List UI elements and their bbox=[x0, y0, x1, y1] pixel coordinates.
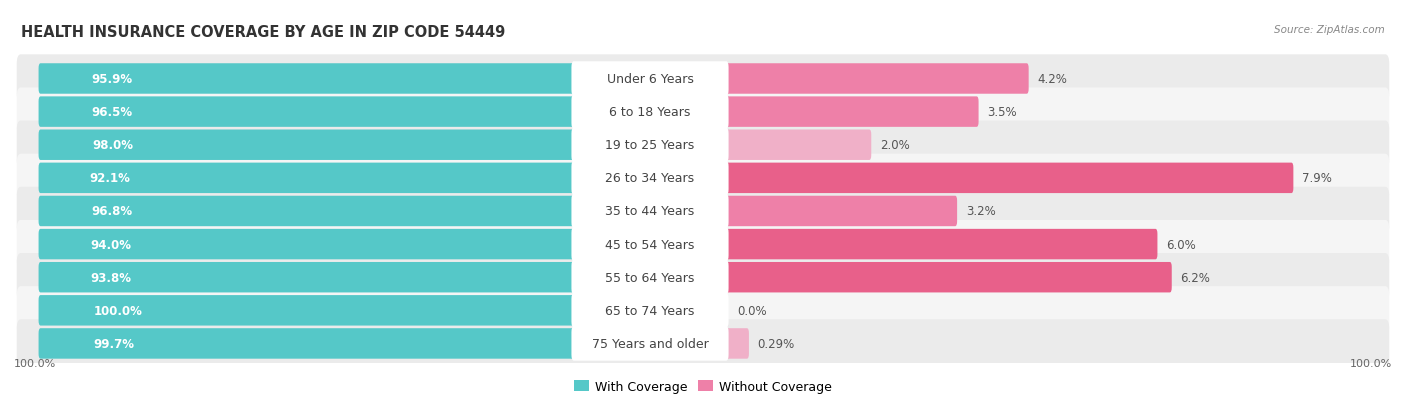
FancyBboxPatch shape bbox=[38, 295, 652, 326]
Text: 4.2%: 4.2% bbox=[1038, 73, 1067, 86]
Text: 65 to 74 Years: 65 to 74 Years bbox=[606, 304, 695, 317]
Text: 93.8%: 93.8% bbox=[90, 271, 131, 284]
Text: 3.2%: 3.2% bbox=[966, 205, 995, 218]
FancyBboxPatch shape bbox=[38, 163, 603, 194]
FancyBboxPatch shape bbox=[17, 254, 1389, 301]
FancyBboxPatch shape bbox=[17, 287, 1389, 335]
FancyBboxPatch shape bbox=[17, 88, 1389, 136]
FancyBboxPatch shape bbox=[571, 293, 728, 328]
Text: 26 to 34 Years: 26 to 34 Years bbox=[606, 172, 695, 185]
FancyBboxPatch shape bbox=[571, 161, 728, 196]
FancyBboxPatch shape bbox=[17, 154, 1389, 202]
Text: 6.2%: 6.2% bbox=[1181, 271, 1211, 284]
FancyBboxPatch shape bbox=[571, 260, 728, 295]
Text: HEALTH INSURANCE COVERAGE BY AGE IN ZIP CODE 54449: HEALTH INSURANCE COVERAGE BY AGE IN ZIP … bbox=[21, 25, 505, 40]
FancyBboxPatch shape bbox=[38, 97, 631, 128]
Text: 2.0%: 2.0% bbox=[880, 139, 910, 152]
FancyBboxPatch shape bbox=[17, 121, 1389, 169]
Text: 3.5%: 3.5% bbox=[987, 106, 1017, 119]
FancyBboxPatch shape bbox=[38, 328, 650, 359]
Text: 7.9%: 7.9% bbox=[1302, 172, 1331, 185]
Text: 96.8%: 96.8% bbox=[91, 205, 132, 218]
FancyBboxPatch shape bbox=[571, 62, 728, 97]
FancyBboxPatch shape bbox=[571, 227, 728, 262]
Text: 0.0%: 0.0% bbox=[737, 304, 766, 317]
Text: 99.7%: 99.7% bbox=[93, 337, 134, 350]
FancyBboxPatch shape bbox=[38, 229, 616, 260]
FancyBboxPatch shape bbox=[17, 188, 1389, 235]
Text: 19 to 25 Years: 19 to 25 Years bbox=[606, 139, 695, 152]
Text: 75 Years and older: 75 Years and older bbox=[592, 337, 709, 350]
FancyBboxPatch shape bbox=[571, 95, 728, 130]
Text: 6 to 18 Years: 6 to 18 Years bbox=[609, 106, 690, 119]
Text: 35 to 44 Years: 35 to 44 Years bbox=[606, 205, 695, 218]
FancyBboxPatch shape bbox=[571, 326, 728, 361]
Text: 94.0%: 94.0% bbox=[90, 238, 131, 251]
Legend: With Coverage, Without Coverage: With Coverage, Without Coverage bbox=[569, 375, 837, 398]
Text: 55 to 64 Years: 55 to 64 Years bbox=[606, 271, 695, 284]
Text: 100.0%: 100.0% bbox=[93, 304, 142, 317]
FancyBboxPatch shape bbox=[17, 55, 1389, 103]
FancyBboxPatch shape bbox=[17, 320, 1389, 368]
Text: 96.5%: 96.5% bbox=[91, 106, 132, 119]
FancyBboxPatch shape bbox=[724, 97, 979, 128]
Text: 100.0%: 100.0% bbox=[14, 358, 56, 368]
FancyBboxPatch shape bbox=[38, 64, 627, 95]
Text: 95.9%: 95.9% bbox=[91, 73, 132, 86]
FancyBboxPatch shape bbox=[17, 221, 1389, 268]
Text: 100.0%: 100.0% bbox=[1350, 358, 1392, 368]
FancyBboxPatch shape bbox=[724, 262, 1171, 293]
Text: 98.0%: 98.0% bbox=[93, 139, 134, 152]
FancyBboxPatch shape bbox=[571, 128, 728, 163]
FancyBboxPatch shape bbox=[724, 328, 749, 359]
Text: 45 to 54 Years: 45 to 54 Years bbox=[606, 238, 695, 251]
FancyBboxPatch shape bbox=[724, 130, 872, 161]
FancyBboxPatch shape bbox=[571, 194, 728, 229]
FancyBboxPatch shape bbox=[38, 262, 614, 293]
FancyBboxPatch shape bbox=[724, 196, 957, 227]
Text: Source: ZipAtlas.com: Source: ZipAtlas.com bbox=[1274, 25, 1385, 35]
FancyBboxPatch shape bbox=[724, 229, 1157, 260]
FancyBboxPatch shape bbox=[724, 163, 1294, 194]
Text: 6.0%: 6.0% bbox=[1166, 238, 1195, 251]
FancyBboxPatch shape bbox=[38, 130, 640, 161]
Text: Under 6 Years: Under 6 Years bbox=[606, 73, 693, 86]
FancyBboxPatch shape bbox=[38, 196, 633, 227]
Text: 0.29%: 0.29% bbox=[758, 337, 794, 350]
FancyBboxPatch shape bbox=[724, 64, 1029, 95]
Text: 92.1%: 92.1% bbox=[90, 172, 131, 185]
